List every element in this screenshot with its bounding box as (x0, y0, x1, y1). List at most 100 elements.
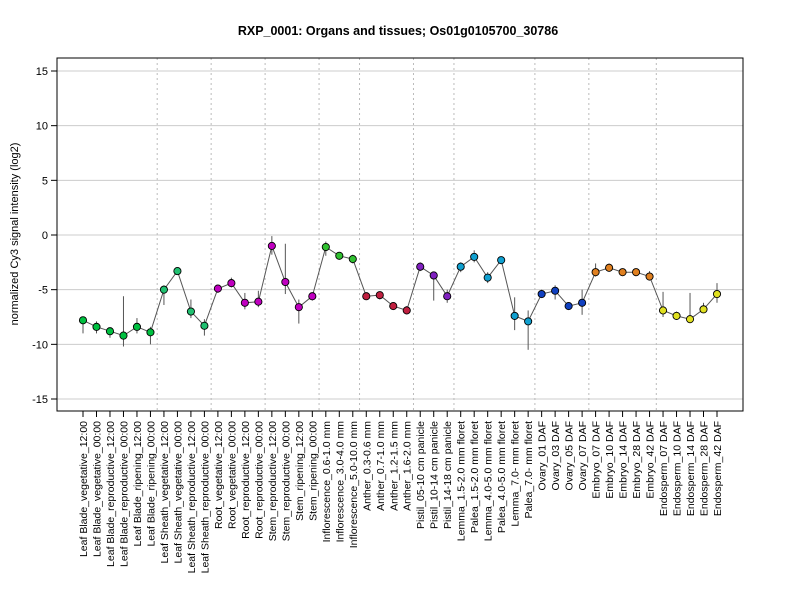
x-tick-label: Root_vegetative_12:00 (213, 421, 225, 529)
data-point (483, 273, 492, 282)
data-point (335, 251, 344, 260)
x-tick-label: Palea_7.0- mm floret (523, 421, 535, 519)
x-tick-label: Leaf Sheath_reproductive_12:00 (186, 421, 198, 574)
data-point (551, 286, 560, 295)
data-point (362, 292, 371, 301)
y-axis: -15 -10 -5 0 5 10 15 (32, 66, 57, 406)
data-point (78, 316, 88, 325)
data-point (416, 262, 425, 271)
data-point (591, 268, 600, 277)
x-tick-label: Leaf Sheath_reproductive_00:00 (199, 421, 211, 574)
x-tick-label: Inflorescence_5.0-10.0 mm (348, 421, 360, 548)
x-tick-label: Inflorescence_3.0-4.0 mm (334, 421, 346, 543)
y-tick-label: 5 (42, 175, 48, 187)
data-point (524, 317, 533, 326)
x-tick-label: Leaf Blade_reproductive_12:00 (105, 421, 117, 567)
x-tick-label: Endosperm_07 DAF (658, 421, 670, 516)
x-tick-label: Leaf Sheath_vegetative_12:00 (159, 421, 171, 564)
data-point (510, 311, 519, 320)
data-point (119, 331, 128, 340)
grid-layer (57, 70, 743, 400)
data-point (308, 292, 317, 301)
data-point (254, 297, 263, 306)
data-point (375, 291, 384, 300)
data-point (564, 302, 573, 311)
y-tick-label: -10 (32, 339, 48, 351)
data-point (240, 298, 249, 307)
x-tick-label: Leaf Blade_ripening_00:00 (145, 421, 157, 547)
data-point (227, 279, 236, 288)
series-layer (78, 236, 722, 350)
data-point (321, 242, 330, 252)
plot-frame (56, 57, 744, 412)
x-tick-label: Stem_ripening_12:00 (294, 421, 306, 521)
data-point (685, 315, 695, 324)
x-tick-label: Ovary_03 DAF (550, 421, 562, 490)
data-point (443, 292, 452, 301)
data-point (429, 271, 438, 280)
x-tick-label: Embryo_28 DAF (631, 421, 643, 499)
x-tick-label: Leaf Blade_vegetative_00:00 (91, 421, 103, 557)
x-tick-label: Stem_reproductive_12:00 (267, 421, 279, 541)
group-separator-layer (156, 58, 657, 411)
x-tick-label: Anther_0.7-1.0 mm (375, 421, 387, 511)
data-point (267, 241, 276, 250)
y-tick-label: -5 (38, 285, 48, 297)
data-point (281, 277, 290, 287)
x-tick-label: Embryo_14 DAF (618, 421, 630, 499)
x-tick-label: Root_reproductive_00:00 (253, 421, 265, 539)
data-point (146, 328, 155, 337)
x-tick-label: Inflorescence_0.6-1.0 mm (321, 421, 333, 543)
data-point (200, 321, 209, 330)
x-tick-label: Anther_1.6-2.0 mm (402, 421, 414, 511)
x-tick-label: Pistil_05-10 cm panicle (415, 421, 427, 529)
data-point (132, 322, 142, 331)
x-tick-label: Pistil_10-14 cm panicle (429, 421, 441, 529)
data-point (402, 306, 411, 315)
y-tick-label: 15 (36, 66, 48, 78)
data-point (389, 302, 398, 311)
x-tick-label: Leaf Blade_vegetative_12:00 (78, 421, 90, 557)
data-point (645, 272, 654, 281)
data-point (605, 263, 614, 272)
x-tick-label: Embryo_42 DAF (645, 421, 657, 499)
data-point (456, 262, 465, 271)
x-tick-label: Endosperm_10 DAF (672, 421, 684, 516)
data-point (159, 285, 168, 294)
data-point (618, 268, 627, 277)
data-point (537, 289, 546, 299)
x-tick-label: Endosperm_28 DAF (699, 421, 711, 516)
y-tick-label: -15 (32, 394, 48, 406)
x-tick-label: Anther_1.2-1.5 mm (388, 421, 400, 511)
x-tick-label: Ovary_05 DAF (564, 421, 576, 490)
x-tick-label: Pistil_14-18 cm panicle (442, 421, 454, 529)
x-axis: Leaf Blade_vegetative_12:00 Leaf Blade_ve… (78, 411, 724, 573)
x-tick-label: Endosperm_42 DAF (712, 421, 724, 516)
data-point (105, 327, 115, 336)
chart-title: RXP_0001: Organs and tissues; Os01g01057… (238, 24, 558, 38)
data-point (712, 289, 722, 299)
x-tick-label: Leaf Blade_ripening_12:00 (132, 421, 144, 547)
x-tick-label: Ovary_01 DAF (537, 421, 549, 490)
data-point (497, 256, 506, 265)
x-tick-label: Lemma_1.5-2.0 mm floret (456, 421, 468, 541)
x-tick-label: Lemma_7.0- mm floret (510, 421, 522, 527)
data-point (213, 284, 222, 293)
data-point (672, 311, 681, 320)
x-tick-label: Embryo_07 DAF (591, 421, 603, 499)
data-point (92, 322, 101, 331)
x-tick-label: Leaf Sheath_vegetative_00:00 (172, 421, 184, 564)
x-tick-label: Anther_0.3-0.6 mm (361, 421, 373, 511)
x-tick-label: Embryo_10 DAF (604, 421, 616, 499)
x-tick-label: Palea_4.0-5.0 mm floret (496, 421, 508, 533)
x-tick-label: Leaf Blade_reproductive_00:00 (118, 421, 130, 567)
x-tick-label: Ovary_07 DAF (577, 421, 589, 490)
data-point (186, 307, 195, 316)
data-point (632, 268, 641, 277)
x-tick-label: Stem_reproductive_00:00 (280, 421, 292, 541)
data-point (658, 306, 668, 315)
x-tick-label: Root_reproductive_12:00 (240, 421, 252, 539)
x-tick-label: Root_vegetative_00:00 (226, 421, 238, 529)
